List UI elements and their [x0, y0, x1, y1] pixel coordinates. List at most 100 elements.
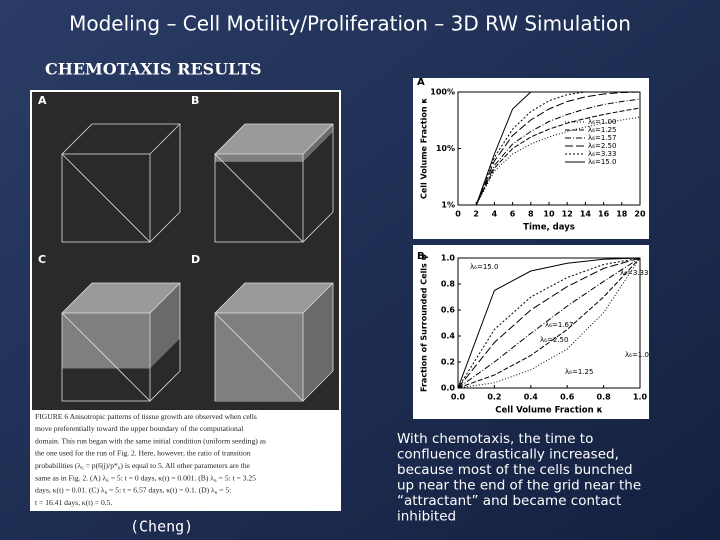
- cube-edge: [149, 123, 181, 155]
- x-tick-label: 0.6: [560, 393, 575, 402]
- cube-edge: [61, 312, 151, 402]
- x-tick-label: 0.2: [487, 393, 501, 402]
- curve-label: λ₆=2.50: [540, 336, 568, 344]
- plot-frame: [457, 257, 641, 389]
- body-line: because most of the cells bunched: [397, 462, 633, 478]
- cube-fill: [62, 313, 150, 369]
- legend-label: λ₆=2.50: [588, 142, 616, 150]
- cube-edge: [61, 282, 181, 402]
- panel-label: C: [38, 253, 46, 266]
- caption-line: t = 16.41 days, κ(t) = 0.5.: [35, 498, 112, 507]
- legend-label: λ₆=3.33: [588, 150, 616, 158]
- cube-edge: [302, 282, 334, 314]
- y-tick-label: 0.2: [441, 358, 455, 367]
- panel-label: B: [191, 94, 199, 107]
- x-tick-label: 6: [510, 210, 516, 219]
- y-tick-label: 0.8: [441, 280, 456, 289]
- x-axis-label: Time, days: [523, 223, 575, 233]
- subtitle: CHEMOTAXIS RESULTS: [45, 60, 262, 79]
- legend-label: λ₆=1.25: [588, 126, 616, 134]
- cube-edge: [214, 123, 334, 243]
- curve: [457, 257, 641, 389]
- x-tick-label: 0: [455, 210, 461, 219]
- x-tick-label: 12: [562, 210, 573, 219]
- cube-edge: [61, 123, 181, 243]
- legend-label: λ₆=1.57: [588, 134, 616, 142]
- curve-label: λ₆=1.25: [565, 368, 593, 376]
- cube-fill: [303, 124, 333, 162]
- body-line: inhibited: [397, 509, 456, 525]
- title: Modeling – Cell Motility/Proliferation –…: [69, 12, 631, 36]
- y-tick-label: 1.0: [441, 254, 456, 263]
- body-line: “attractant” and became contact: [397, 493, 621, 509]
- panel-label: D: [191, 253, 200, 266]
- cube-edge: [302, 123, 334, 155]
- cube-edge: [214, 282, 334, 402]
- x-tick-label: 0.0: [451, 393, 466, 402]
- cube-fill: [303, 283, 333, 401]
- cube-edge: [214, 312, 304, 402]
- x-tick-label: 0.4: [524, 393, 539, 402]
- legend-label: λ₆=1.00: [588, 118, 616, 126]
- cube-edge: [149, 282, 181, 314]
- caption-line: the one used for the run of Fig. 2. Here…: [35, 449, 251, 458]
- cube-fill: [215, 154, 303, 162]
- x-tick-label: 10: [543, 210, 555, 219]
- curve: [457, 257, 641, 389]
- x-tick-label: 16: [598, 210, 610, 219]
- curve: [475, 91, 640, 206]
- y-tick-label: 0.0: [441, 384, 456, 393]
- body-line: up near the end of the grid near the: [397, 478, 641, 494]
- cube-fill: [215, 283, 333, 313]
- figure-a: [413, 78, 649, 239]
- y-tick-label: 0.6: [441, 306, 456, 315]
- x-tick-label: 0.8: [597, 393, 612, 402]
- legend-label: λ₆=15.0: [588, 158, 616, 166]
- x-tick-label: 18: [616, 210, 628, 219]
- x-tick-label: 2: [473, 210, 479, 219]
- curve: [475, 91, 641, 206]
- x-tick-label: 1.0: [633, 393, 648, 402]
- x-tick-label: 14: [580, 210, 592, 219]
- caption-line: move preferentially toward the upper bou…: [35, 424, 243, 433]
- x-tick-label: 8: [528, 210, 534, 219]
- curve: [475, 116, 641, 206]
- x-tick-label: 20: [634, 210, 646, 219]
- curve-label: λ₆=3.33: [620, 269, 648, 277]
- x-axis-label: Cell Volume Fraction κ: [495, 406, 602, 416]
- y-axis-label: Cell Volume Fraction κ: [420, 98, 429, 199]
- caption-line: domain. This run began with the same ini…: [35, 436, 266, 445]
- cube-edge: [61, 153, 151, 243]
- body-line: With chemotaxis, the time to: [397, 431, 593, 447]
- curve: [475, 91, 640, 206]
- y-axis-label: Fraction of Surrounded Cells ψ: [420, 254, 429, 392]
- curve: [475, 107, 641, 206]
- curve: [457, 257, 641, 389]
- y-tick-label: 10%: [436, 144, 455, 153]
- y-tick-label: 0.4: [441, 332, 456, 341]
- curve: [457, 257, 641, 389]
- cube-fill: [215, 124, 333, 154]
- caption-line: probabilities (λ₆ = p(6|j)/p*₆) is equal…: [35, 461, 251, 470]
- cube-edge: [214, 153, 304, 243]
- y-tick-label: 1%: [441, 201, 455, 210]
- panel-label: A: [38, 94, 47, 107]
- panel-label: A: [417, 77, 425, 88]
- x-tick-label: 4: [492, 210, 498, 219]
- curve-label: λ₆=1.67: [545, 321, 573, 329]
- panel-label: B: [417, 251, 425, 262]
- curve-label: λ₆=15.0: [470, 263, 498, 271]
- y-tick-label: 100%: [430, 88, 455, 97]
- curve: [475, 98, 641, 206]
- caption-line: days, κ(t) = 0.01. (C) λ₆ = 5: t = 6.57 …: [35, 486, 231, 495]
- curve: [457, 257, 641, 389]
- credit: (Cheng): [130, 518, 193, 536]
- curve-label: λ₆=1.0: [625, 351, 649, 359]
- caption-line: same as in Fig. 2. (A) λ₆ = 5: t = 0 day…: [35, 473, 256, 482]
- cube-fill: [150, 283, 180, 369]
- curve: [457, 257, 641, 389]
- body-line: confluence drastically increased,: [397, 447, 619, 463]
- figure-b: [413, 245, 649, 419]
